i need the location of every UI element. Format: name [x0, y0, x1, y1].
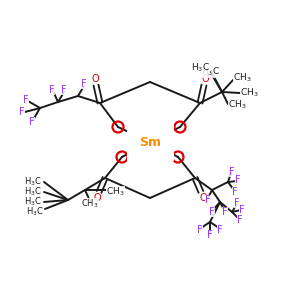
Text: F: F	[209, 207, 215, 217]
Text: CH$_3$: CH$_3$	[228, 99, 247, 111]
Text: O: O	[93, 193, 101, 203]
Text: F: F	[207, 230, 213, 240]
Text: H$_3$C: H$_3$C	[26, 206, 44, 218]
Text: F: F	[61, 85, 67, 95]
Text: F: F	[29, 117, 35, 127]
Text: F: F	[205, 195, 211, 205]
Text: F: F	[229, 167, 235, 177]
Text: H$_3$C: H$_3$C	[191, 62, 210, 74]
Text: CH$_3$: CH$_3$	[240, 87, 259, 99]
Text: F: F	[23, 95, 29, 105]
Text: H$_3$C: H$_3$C	[200, 66, 220, 78]
Text: F: F	[234, 198, 240, 208]
Text: F: F	[19, 107, 25, 117]
Text: H$_3$C: H$_3$C	[24, 186, 42, 198]
Text: CH$_3$: CH$_3$	[81, 198, 99, 210]
Text: H$_3$C: H$_3$C	[24, 196, 42, 208]
Text: F: F	[237, 215, 243, 225]
Text: O: O	[199, 193, 207, 203]
Text: F: F	[235, 175, 241, 185]
Text: F: F	[197, 225, 203, 235]
Text: F: F	[49, 85, 55, 95]
Text: CH$_3$: CH$_3$	[233, 72, 252, 84]
Text: F: F	[217, 225, 223, 235]
Text: Sm: Sm	[139, 136, 161, 148]
Text: H$_3$C: H$_3$C	[24, 176, 42, 188]
Text: CH$_3$: CH$_3$	[106, 186, 124, 198]
Text: F: F	[222, 207, 228, 217]
Text: Sm: Sm	[139, 136, 161, 148]
Text: F: F	[232, 187, 238, 197]
Text: F: F	[81, 79, 87, 89]
Text: O: O	[91, 74, 99, 84]
Text: F: F	[239, 205, 245, 215]
Text: O: O	[201, 74, 209, 84]
